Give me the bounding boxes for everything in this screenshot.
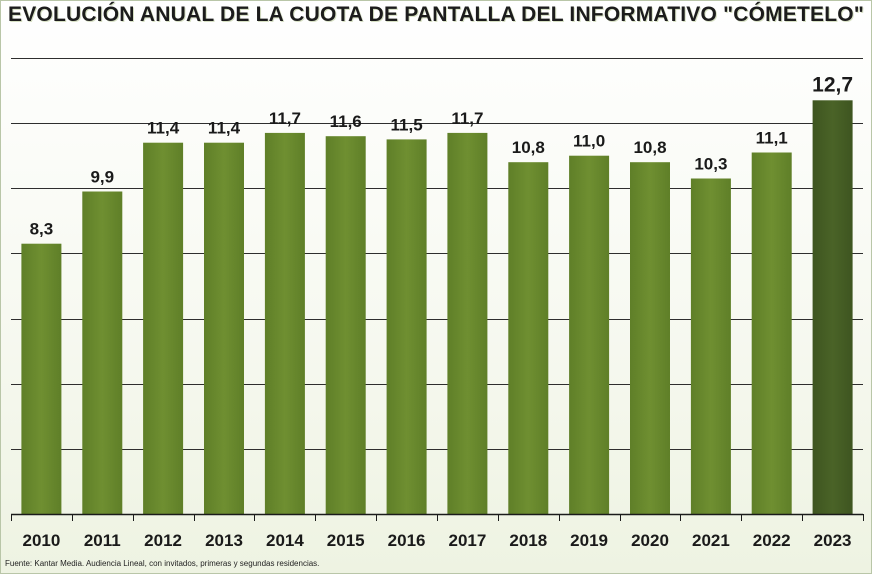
data-label-2019: 11,0 [573,132,605,151]
x-tick-label-2019: 2019 [570,531,608,550]
chart-title: EVOLUCIÓN ANUAL DE LA CUOTA DE PANTALLA … [8,3,864,26]
data-label-2012: 11,4 [147,119,180,138]
bar-2012 [143,142,184,514]
bar-2023 [812,100,853,515]
bar-2015 [325,136,366,514]
data-label-2022: 11,1 [756,129,788,148]
x-tick-label-2020: 2020 [631,531,669,550]
bar-2019 [569,155,610,514]
data-label-2018: 10,8 [512,138,545,157]
bar-2018 [508,162,549,514]
bar-2013 [204,142,244,514]
data-label-2015: 11,6 [330,112,362,131]
data-label-2017: 11,7 [451,109,483,128]
x-tick-label-2014: 2014 [266,531,304,550]
x-tick-label-2017: 2017 [448,531,486,550]
data-label-2023: 12,7 [812,73,853,96]
data-label-2021: 10,3 [694,155,727,174]
x-tick-label-2011: 2011 [84,531,121,550]
data-label-2013: 11,4 [208,119,241,138]
data-label-2020: 10,8 [633,138,666,157]
x-tick-label-2021: 2021 [692,531,730,550]
bar-2022 [751,152,792,514]
data-label-2010: 8,3 [30,220,54,239]
x-tick-label-2013: 2013 [205,531,243,550]
x-tick-label-2023: 2023 [814,531,852,550]
x-tick-label-2015: 2015 [327,531,365,550]
x-tick-label-2012: 2012 [144,531,182,550]
bar-2014 [264,132,305,514]
bar-2021 [690,178,731,514]
source-note: Fuente: Kantar Media. Audiencia Lineal, … [5,559,320,568]
x-tick-label-2022: 2022 [753,531,791,550]
bar-2020 [630,162,670,514]
x-tick-label-2016: 2016 [388,531,426,550]
data-label-2014: 11,7 [269,109,301,128]
bar-2010 [21,243,62,514]
x-tick-label-2018: 2018 [509,531,547,550]
bar-2011 [82,191,123,514]
data-label-2016: 11,5 [391,115,423,134]
bar-2016 [386,139,427,514]
bar-2017 [447,132,488,514]
data-label-2011: 9,9 [90,168,114,187]
x-tick-label-2010: 2010 [22,531,60,550]
